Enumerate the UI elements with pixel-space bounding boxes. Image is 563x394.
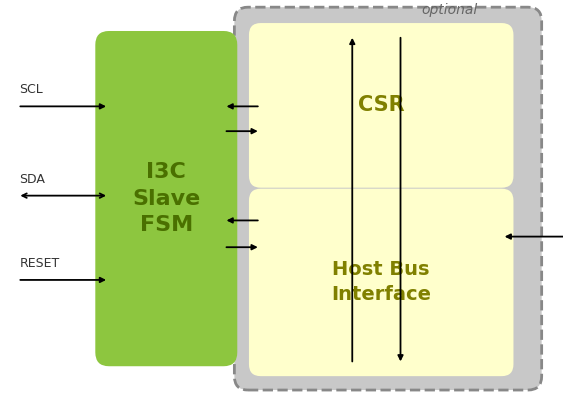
FancyBboxPatch shape <box>234 7 542 390</box>
Text: RESET: RESET <box>20 257 60 270</box>
Text: optional: optional <box>422 3 478 17</box>
Text: CSR: CSR <box>358 95 405 115</box>
Text: Host Bus
Interface: Host Bus Interface <box>331 260 431 305</box>
Text: I3C
Slave
FSM: I3C Slave FSM <box>132 162 200 235</box>
Text: SDA: SDA <box>20 173 46 186</box>
FancyBboxPatch shape <box>249 23 513 188</box>
FancyBboxPatch shape <box>95 31 237 366</box>
Text: SCL: SCL <box>20 84 43 97</box>
FancyBboxPatch shape <box>249 189 513 376</box>
